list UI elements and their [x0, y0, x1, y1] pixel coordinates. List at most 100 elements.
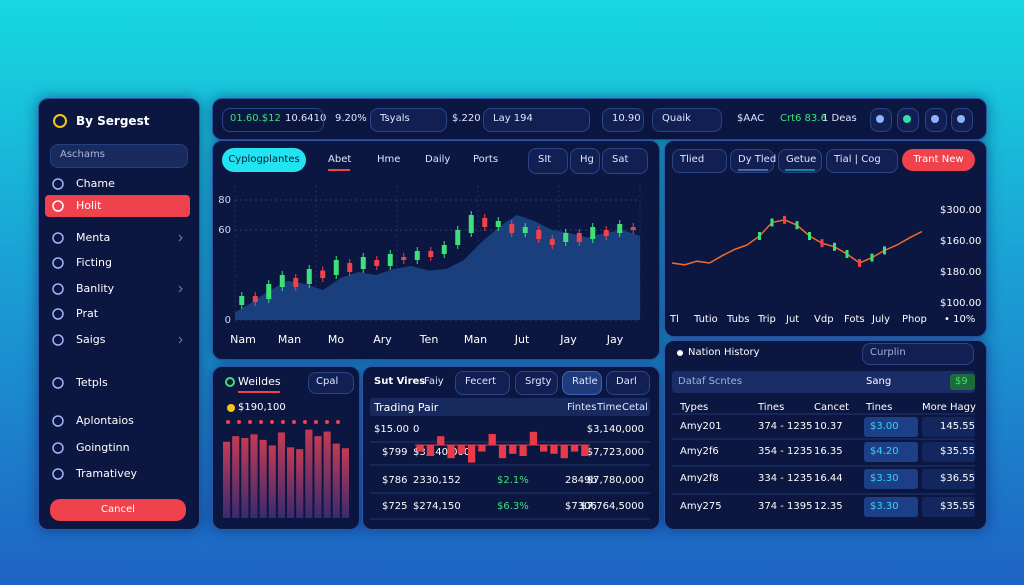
menu-icon: [52, 468, 64, 480]
axis-label: $160.00: [940, 236, 982, 247]
menu-item[interactable]: Ficting: [76, 256, 112, 269]
cell: $6.3%: [497, 501, 529, 512]
candle: [617, 224, 623, 233]
tab-box[interactable]: [672, 149, 727, 173]
tab[interactable]: Faiy: [424, 376, 444, 387]
select-text[interactable]: Cpal: [316, 376, 339, 387]
tab-box[interactable]: [562, 371, 602, 395]
filter-value: $9: [955, 376, 968, 387]
tab[interactable]: Getue: [786, 154, 817, 165]
cell: 10.37: [814, 421, 843, 432]
top-item: $.220: [452, 113, 481, 124]
candle: [603, 230, 609, 236]
search-box[interactable]: [50, 144, 188, 168]
tab[interactable]: Srgty: [525, 376, 552, 387]
tab[interactable]: Sut Vires: [374, 376, 426, 387]
x-label: Fots: [844, 314, 865, 325]
top-item[interactable]: Quaik: [662, 113, 691, 124]
cell: $4.20: [870, 446, 899, 457]
top-field[interactable]: [370, 108, 447, 132]
volume-bar: [332, 443, 340, 518]
menu-item[interactable]: Aplontaios: [76, 414, 134, 427]
cell: $274,150: [413, 501, 461, 512]
chart-button[interactable]: [602, 148, 648, 174]
tab[interactable]: Hme: [377, 154, 401, 165]
top-item[interactable]: Tsyals: [380, 113, 410, 124]
tab[interactable]: Tial | Cog: [834, 154, 881, 165]
y-tick-label: 0: [225, 315, 231, 326]
cancel-button[interactable]: [50, 499, 186, 521]
chart-button[interactable]: [528, 148, 568, 174]
menu-item[interactable]: Holit: [76, 199, 102, 212]
top-field[interactable]: [602, 108, 644, 132]
menu-item[interactable]: Chame: [76, 177, 115, 190]
menu-item[interactable]: Saigs: [76, 333, 106, 346]
menu-item[interactable]: Banlity: [76, 282, 115, 295]
button-text[interactable]: SIt: [538, 154, 552, 165]
tab[interactable]: Ratle: [572, 376, 598, 387]
dot-icon: [292, 420, 296, 424]
col-header: Tines: [866, 402, 893, 413]
select-box[interactable]: [308, 372, 354, 394]
chart-button[interactable]: [570, 148, 600, 174]
top-field[interactable]: [483, 108, 590, 132]
cell: $7,780,000: [586, 475, 644, 486]
cell: $2.1%: [497, 475, 529, 486]
tab-box[interactable]: [778, 149, 822, 173]
tab-box[interactable]: [515, 371, 558, 395]
tab[interactable]: Cyplogplantes: [228, 154, 300, 165]
cell: Amy201: [680, 421, 722, 432]
top-item[interactable]: Lay 194: [493, 113, 533, 124]
spark-bar: [560, 445, 568, 459]
button-text[interactable]: Sat: [612, 154, 629, 165]
tab[interactable]: Darl: [616, 376, 637, 387]
tab[interactable]: Fecert: [465, 376, 497, 387]
button-text[interactable]: Hg: [580, 154, 594, 165]
active-item[interactable]: [45, 195, 190, 217]
tab[interactable]: Dy Tled: [738, 154, 777, 165]
new-button[interactable]: [902, 149, 975, 171]
cell: $7,764,5000: [580, 501, 644, 512]
axis-label: $180.00: [940, 267, 982, 278]
candle: [576, 233, 582, 242]
tab-box[interactable]: [606, 371, 650, 395]
line-candle: [770, 218, 774, 227]
tab-box[interactable]: [730, 149, 774, 173]
menu-item[interactable]: Tramativey: [76, 467, 137, 480]
menu-item[interactable]: Tetpls: [76, 376, 108, 389]
menu-item[interactable]: Menta: [76, 231, 111, 244]
axis-label: $100.00: [940, 298, 982, 309]
top-item: 1 Deas: [822, 113, 857, 124]
line-candle: [783, 215, 786, 224]
cell: $35.55: [940, 446, 975, 457]
menu-item[interactable]: Prat: [76, 307, 99, 320]
button-text[interactable]: Trant New: [913, 154, 964, 165]
cell: Amy2f6: [680, 446, 719, 457]
volume-bar: [287, 447, 295, 518]
panel-title: Weildes: [238, 375, 281, 388]
spark-bar: [581, 445, 589, 456]
tab-box[interactable]: [455, 371, 510, 395]
candle: [414, 251, 420, 260]
tab[interactable]: Tlied: [680, 154, 705, 165]
line-candle: [820, 239, 824, 248]
volume-bar: [323, 431, 331, 518]
menu-icon: [52, 334, 64, 346]
select-text[interactable]: Curplin: [870, 347, 906, 358]
top-field[interactable]: [652, 108, 722, 132]
y-tick-label: 60: [218, 225, 231, 236]
spark-bar: [498, 445, 507, 459]
cancel-text[interactable]: Cancel: [101, 504, 135, 515]
tab[interactable]: Daily: [425, 154, 451, 165]
logo: [53, 114, 67, 128]
icon: [225, 377, 235, 387]
tab[interactable]: Abet: [328, 154, 352, 165]
menu-item[interactable]: Goingtinn: [76, 441, 130, 454]
x-label: Trip: [758, 314, 776, 325]
top-item[interactable]: 10.90: [612, 113, 641, 124]
tab-box[interactable]: [826, 149, 898, 173]
tab[interactable]: Ports: [473, 154, 499, 165]
cell: $799: [382, 447, 408, 458]
active-tab[interactable]: [222, 148, 306, 172]
select-box[interactable]: [862, 343, 974, 365]
